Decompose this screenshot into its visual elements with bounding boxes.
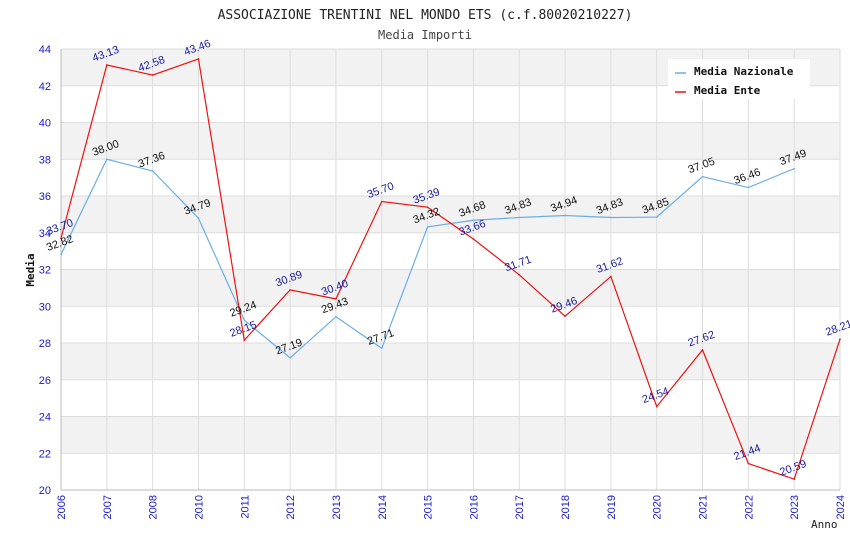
x-tick-label: 2012	[285, 495, 297, 519]
x-tick-label: 2017	[514, 495, 526, 519]
y-tick-label: 42	[39, 81, 51, 93]
data-point	[518, 216, 521, 219]
legend-label-ente: Media Ente	[694, 84, 761, 97]
x-tick-label: 2013	[331, 495, 343, 519]
x-tick-label: 2006	[56, 495, 68, 519]
data-point	[610, 216, 612, 219]
chart-subtitle: Media Importi	[378, 28, 472, 42]
data-labels: 32.8238.0037.3634.7929.2427.1929.4327.71…	[45, 38, 850, 479]
data-point	[335, 315, 337, 318]
grid-band	[61, 122, 840, 160]
x-tick-label: 2023	[789, 495, 801, 519]
x-tick-label: 2019	[606, 495, 618, 519]
data-point	[564, 315, 566, 317]
data-point	[380, 200, 383, 203]
data-point	[106, 158, 108, 161]
data-point	[60, 253, 62, 256]
y-tick-label: 30	[39, 301, 51, 313]
y-tick-label: 28	[39, 338, 51, 350]
legend: Media Nazionale Media Ente	[668, 59, 810, 99]
data-point	[472, 238, 475, 240]
data-point	[655, 405, 658, 408]
x-axis-title: Anno	[811, 518, 838, 531]
data-point	[701, 349, 704, 351]
y-tick-label: 20	[39, 485, 51, 497]
y-tick-label: 44	[39, 44, 51, 56]
grid-band	[61, 343, 840, 380]
y-tick-label: 34	[39, 228, 51, 240]
data-point	[701, 175, 704, 178]
data-point	[793, 478, 795, 480]
data-point	[289, 289, 291, 291]
data-point	[518, 274, 521, 276]
grid-band	[61, 269, 840, 307]
y-tick-label: 24	[39, 412, 51, 424]
y-tick-label: 40	[39, 118, 51, 130]
data-point	[472, 219, 475, 222]
data-point	[793, 167, 795, 170]
data-point	[151, 74, 154, 76]
grid-bands	[61, 49, 840, 454]
data-point	[106, 64, 108, 66]
data-point	[839, 338, 841, 340]
grid-band	[61, 196, 840, 233]
grid-lines	[60, 48, 841, 491]
chart-title: ASSOCIAZIONE TRENTINI NEL MONDO ETS (c.f…	[218, 8, 633, 23]
data-point	[747, 186, 750, 189]
x-tick-label: 2020	[652, 495, 664, 519]
y-tick-label: 32	[39, 265, 51, 277]
grid-band	[61, 416, 840, 454]
data-point	[243, 339, 246, 342]
y-tick-label: 38	[39, 154, 51, 166]
data-point	[564, 214, 566, 217]
data-point	[380, 347, 383, 350]
data-point	[197, 58, 200, 60]
y-tick-label: 22	[39, 448, 51, 460]
data-point	[289, 357, 291, 359]
y-axis-title: Media	[24, 253, 37, 286]
x-tick-label: 2011	[239, 495, 251, 519]
data-point	[747, 462, 750, 465]
data-point	[426, 226, 429, 228]
x-tick-label: 2015	[423, 495, 435, 519]
y-tick-label: 26	[39, 375, 51, 387]
x-tick-label: 2024	[835, 495, 847, 519]
data-point	[151, 170, 154, 172]
x-tick-label: 2007	[102, 495, 114, 519]
data-label: 20.59	[778, 458, 808, 479]
x-tick-label: 2016	[468, 495, 480, 519]
data-point	[335, 298, 337, 300]
data-point	[655, 216, 658, 218]
x-tick-label: 2021	[698, 495, 710, 519]
x-tick-label: 2010	[193, 495, 205, 519]
data-point	[197, 217, 200, 220]
legend-box	[668, 59, 810, 99]
x-tick-label: 2018	[560, 495, 572, 519]
y-tick-label: 36	[39, 191, 51, 203]
data-point	[426, 206, 429, 209]
data-point	[243, 319, 246, 322]
data-point	[60, 237, 62, 240]
x-tick-label: 2014	[377, 495, 389, 519]
series-line-ente	[60, 58, 841, 480]
legend-label-nazionale: Media Nazionale	[694, 65, 794, 78]
data-label: 28.21	[824, 318, 850, 339]
x-tick-label: 2008	[148, 495, 160, 519]
series-layer	[60, 58, 841, 480]
x-tick-label: 2022	[743, 495, 755, 519]
data-point	[610, 275, 612, 278]
